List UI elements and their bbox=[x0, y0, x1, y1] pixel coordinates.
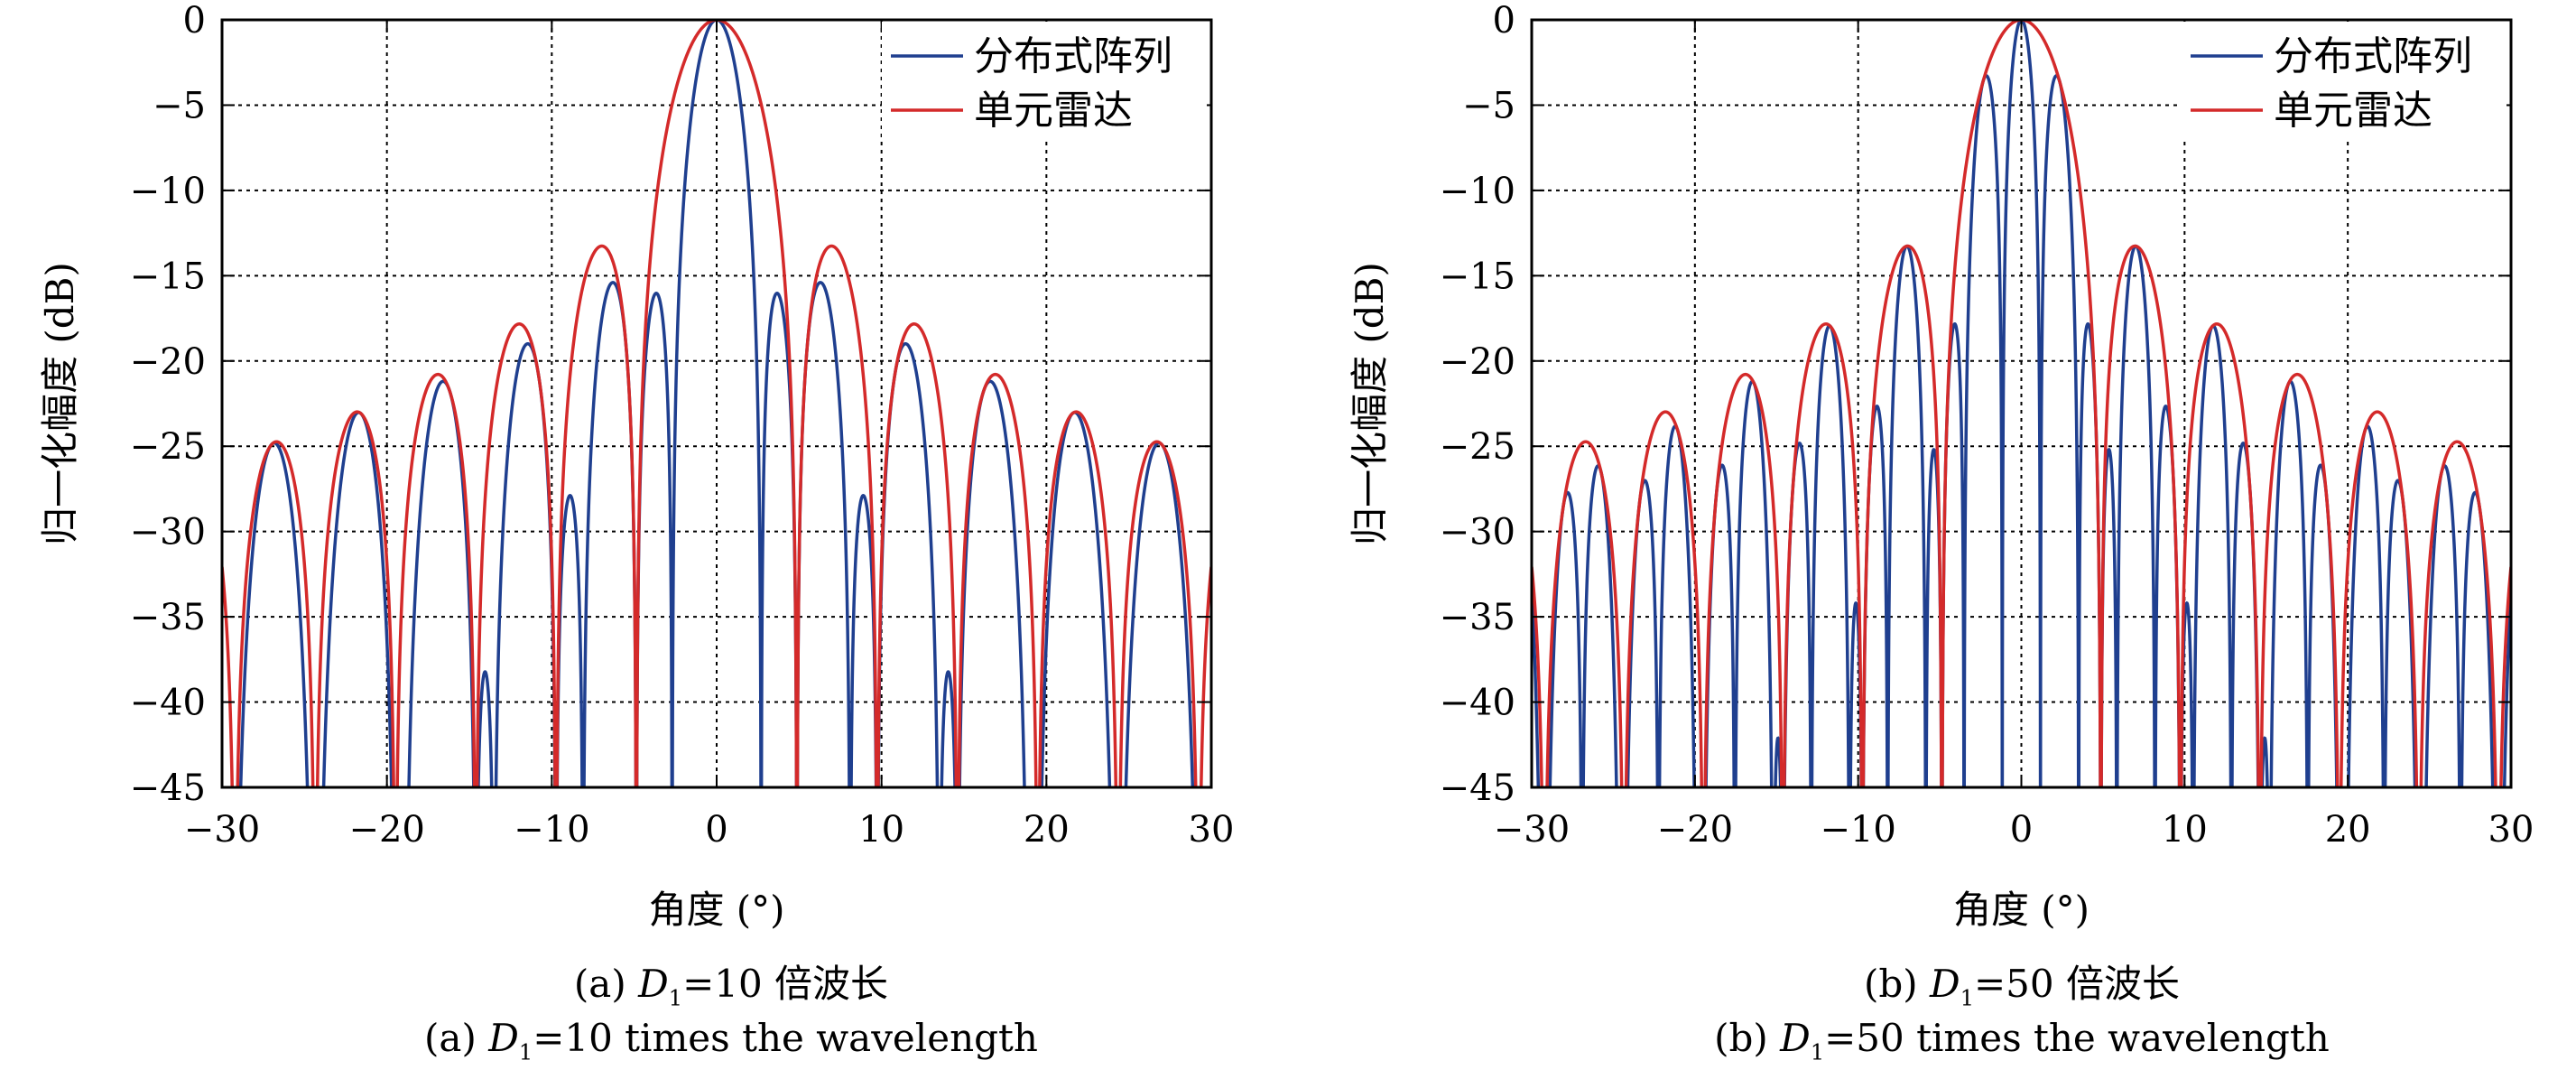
series-line-single bbox=[1532, 20, 2511, 787]
y-tick-label: −35 bbox=[1440, 597, 1515, 638]
caption-b-subscript: 1 bbox=[1960, 985, 1974, 1011]
y-tick-label: −40 bbox=[130, 683, 206, 724]
legend-background bbox=[882, 22, 1207, 137]
plot-area bbox=[222, 20, 1211, 787]
y-tick-label: −25 bbox=[130, 426, 206, 468]
caption-a-en-symbol: D bbox=[488, 1016, 519, 1060]
x-tick-label: 20 bbox=[2325, 809, 2371, 851]
y-tick-label: −20 bbox=[1440, 341, 1515, 383]
y-axis-label: 归一化幅度 (dB) bbox=[38, 262, 82, 545]
y-tick-label: −10 bbox=[130, 171, 206, 212]
y-tick-label: −15 bbox=[1440, 256, 1515, 297]
grid bbox=[1532, 20, 2511, 787]
y-tick-label: −30 bbox=[130, 512, 206, 553]
chart-panel-a: −30 −20 −10 0 10 20 30 0 −5 −10 −15 −20 −25 −30 −35 −40… bbox=[38, 0, 1234, 932]
caption-a-cn: (a) D1=10 倍波长 bbox=[144, 957, 1318, 1025]
caption-a-symbol: D bbox=[638, 962, 669, 1006]
caption-b-prefix: (b) bbox=[1864, 962, 1931, 1006]
legend-label-single: 单元雷达 bbox=[2274, 88, 2432, 134]
caption-b-en-prefix: (b) bbox=[1714, 1016, 1781, 1060]
y-tick-label: 0 bbox=[1493, 0, 1515, 42]
caption-b-en: (b) D1=50 times the wavelength bbox=[1435, 1011, 2576, 1079]
x-tick-label: 30 bbox=[1189, 809, 1235, 851]
caption-a-en-text: =10 times the wavelength bbox=[533, 1016, 1038, 1060]
y-tick-label: −20 bbox=[130, 341, 206, 383]
caption-a-text: =10 倍波长 bbox=[682, 962, 889, 1006]
legend-label-single: 单元雷达 bbox=[974, 88, 1133, 134]
caption-a-en: (a) D1=10 times the wavelength bbox=[144, 1011, 1318, 1079]
caption-a-prefix: (a) bbox=[573, 962, 639, 1006]
x-tick-label: −20 bbox=[1657, 809, 1733, 851]
caption-a-subscript: 1 bbox=[668, 985, 683, 1011]
x-tick-label: 30 bbox=[2488, 809, 2534, 851]
caption-a-en-prefix: (a) bbox=[424, 1016, 489, 1060]
y-tick-label: −10 bbox=[1440, 171, 1515, 212]
legend-label-distributed: 分布式阵列 bbox=[974, 33, 1172, 79]
x-tick-label: −10 bbox=[1820, 809, 1895, 851]
y-tick-label: −5 bbox=[1462, 85, 1515, 126]
x-tick-label: −20 bbox=[348, 809, 424, 851]
legend-background bbox=[2182, 22, 2507, 137]
caption-b-symbol: D bbox=[1930, 962, 1960, 1006]
y-tick-label: −25 bbox=[1440, 426, 1515, 468]
series-line-single bbox=[222, 20, 1211, 787]
x-axis-label: 角度 (°) bbox=[648, 888, 784, 932]
x-axis-label: 角度 (°) bbox=[1953, 888, 2090, 932]
x-tick-label: −10 bbox=[514, 809, 589, 851]
plot-area bbox=[1532, 20, 2511, 787]
series-line-distributed bbox=[238, 20, 1195, 787]
y-tick-label: 0 bbox=[183, 0, 206, 42]
y-axis-label: 归一化幅度 (dB) bbox=[1348, 262, 1392, 545]
y-tick-label: −35 bbox=[130, 597, 206, 638]
x-tick-label: 0 bbox=[705, 809, 727, 851]
caption-b-cn: (b) D1=50 倍波长 bbox=[1435, 957, 2576, 1025]
y-tick-label: −45 bbox=[130, 767, 206, 809]
caption-b-en-text: =50 times the wavelength bbox=[1824, 1016, 2330, 1060]
caption-a-en-subscript: 1 bbox=[518, 1039, 533, 1065]
chart-panel-b: −30 −20 −10 0 10 20 30 0 −5 −10 −15 −20 −25 −30 −35 −40… bbox=[1348, 0, 2534, 932]
y-tick-label: −5 bbox=[153, 85, 206, 126]
x-tick-label: −30 bbox=[1494, 809, 1570, 851]
caption-b-text: =50 倍波长 bbox=[1973, 962, 2180, 1006]
x-tick-label: 0 bbox=[2010, 809, 2033, 851]
x-tick-label: 10 bbox=[2162, 809, 2208, 851]
caption-b-en-symbol: D bbox=[1780, 1016, 1811, 1060]
y-tick-label: −45 bbox=[1440, 767, 1515, 809]
x-tick-label: 10 bbox=[858, 809, 904, 851]
legend-label-distributed: 分布式阵列 bbox=[2274, 33, 2472, 79]
x-tick-label: −30 bbox=[184, 809, 260, 851]
y-tick-label: −15 bbox=[130, 256, 206, 297]
x-tick-label: 20 bbox=[1024, 809, 1070, 851]
y-tick-label: −30 bbox=[1440, 512, 1515, 553]
y-tick-label: −40 bbox=[1440, 683, 1515, 724]
caption-b-en-subscript: 1 bbox=[1810, 1039, 1825, 1065]
